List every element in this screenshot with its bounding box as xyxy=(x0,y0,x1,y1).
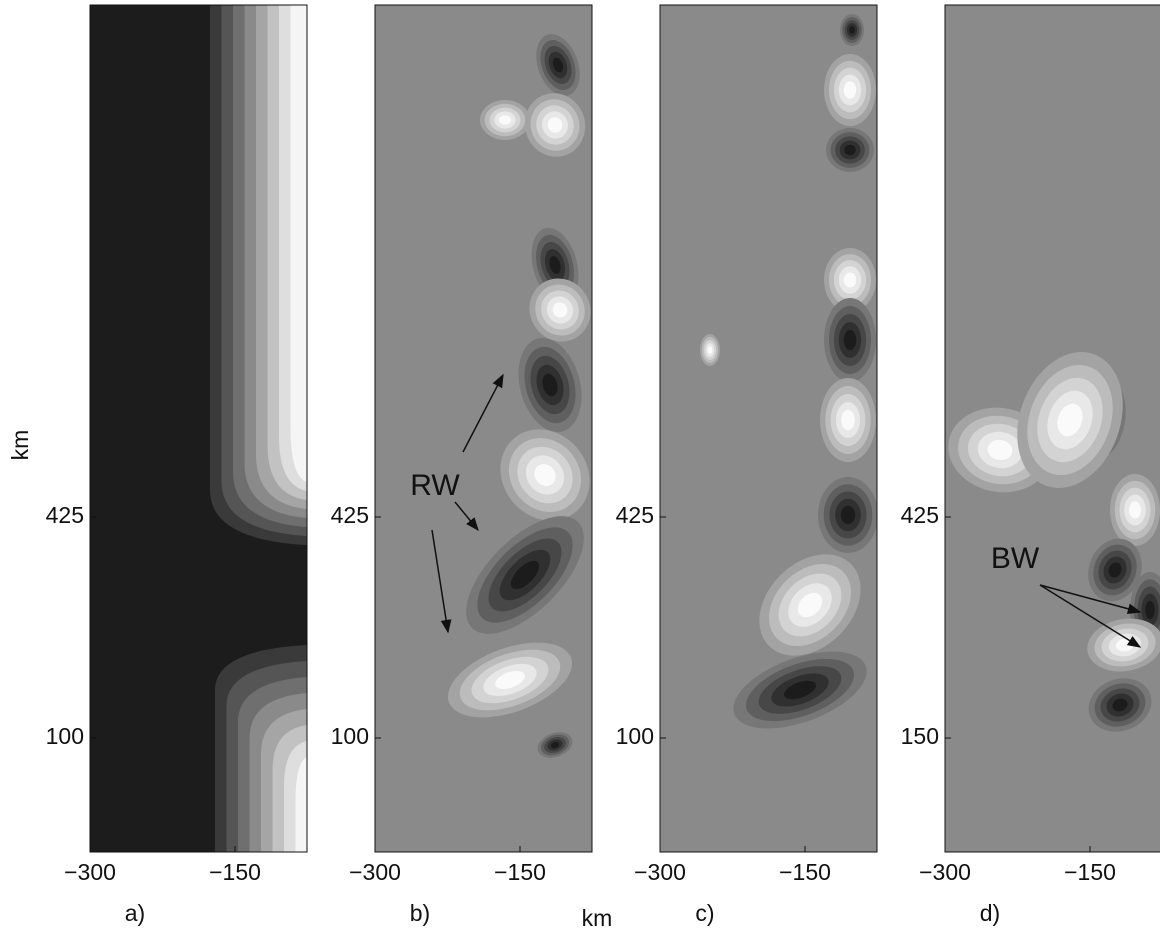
contour-level xyxy=(495,671,525,689)
panel-label: b) xyxy=(410,900,430,926)
contour-level xyxy=(542,373,558,397)
contour-level xyxy=(534,464,556,486)
contour-level xyxy=(552,302,568,318)
x-tick-label: −300 xyxy=(634,859,686,885)
contour-level xyxy=(549,256,561,274)
arrow xyxy=(1039,584,1142,615)
x-tick-label: −150 xyxy=(779,859,831,885)
panel-label: c) xyxy=(695,900,714,926)
panel xyxy=(945,5,1160,852)
contour-level xyxy=(499,115,511,125)
contour-band xyxy=(295,757,307,852)
annotation: BW xyxy=(991,542,1040,575)
panel-frame xyxy=(374,4,593,853)
contour-level xyxy=(1108,562,1122,578)
x-tick-label: −300 xyxy=(919,859,971,885)
annotation: RW xyxy=(410,469,460,502)
x-tick-label: −150 xyxy=(494,859,546,885)
arrow xyxy=(1039,584,1142,648)
contour-level xyxy=(843,81,857,99)
contour-band xyxy=(290,5,307,482)
panel-frame xyxy=(89,4,308,853)
panel xyxy=(660,5,877,852)
contour-level xyxy=(987,439,1013,461)
y-tick-label: 425 xyxy=(616,502,654,528)
contour-level xyxy=(1112,698,1128,712)
contour-level xyxy=(844,144,856,156)
contour-level xyxy=(550,741,560,749)
contour-level xyxy=(1129,501,1141,519)
contour-level xyxy=(783,680,817,700)
y-tick-label: 150 xyxy=(901,723,939,749)
contour-level xyxy=(797,592,823,618)
panel xyxy=(90,5,307,852)
contour-level xyxy=(849,26,855,34)
arrow xyxy=(431,529,452,634)
panel-frame xyxy=(944,4,1160,853)
arrow xyxy=(454,501,479,532)
arrow xyxy=(462,373,504,453)
x-tick-label: −300 xyxy=(64,859,116,885)
contour-level xyxy=(707,346,713,354)
x-tick-label: −150 xyxy=(1064,859,1116,885)
contour-level xyxy=(552,57,564,73)
y-tick-label: 425 xyxy=(901,502,939,528)
contour-level xyxy=(1057,403,1083,437)
contour-level xyxy=(843,329,857,351)
y-tick-label: 100 xyxy=(46,723,84,749)
contour-level xyxy=(510,560,540,590)
x-axis-label: km xyxy=(582,905,613,931)
contour-level xyxy=(843,272,857,288)
contour-level xyxy=(547,117,563,133)
y-axis-label: km xyxy=(7,430,33,461)
x-tick-label: −150 xyxy=(209,859,261,885)
panel-frame xyxy=(659,4,878,853)
panel-label: a) xyxy=(125,900,145,926)
panel xyxy=(375,5,592,852)
y-tick-label: 425 xyxy=(331,502,369,528)
y-tick-label: 100 xyxy=(616,723,654,749)
panel-label: d) xyxy=(980,900,1000,926)
contour-level xyxy=(840,505,856,525)
contour-level xyxy=(841,409,855,431)
contour-level xyxy=(1145,600,1155,620)
y-tick-label: 425 xyxy=(46,502,84,528)
y-tick-label: 100 xyxy=(331,723,369,749)
x-tick-label: −300 xyxy=(349,859,401,885)
